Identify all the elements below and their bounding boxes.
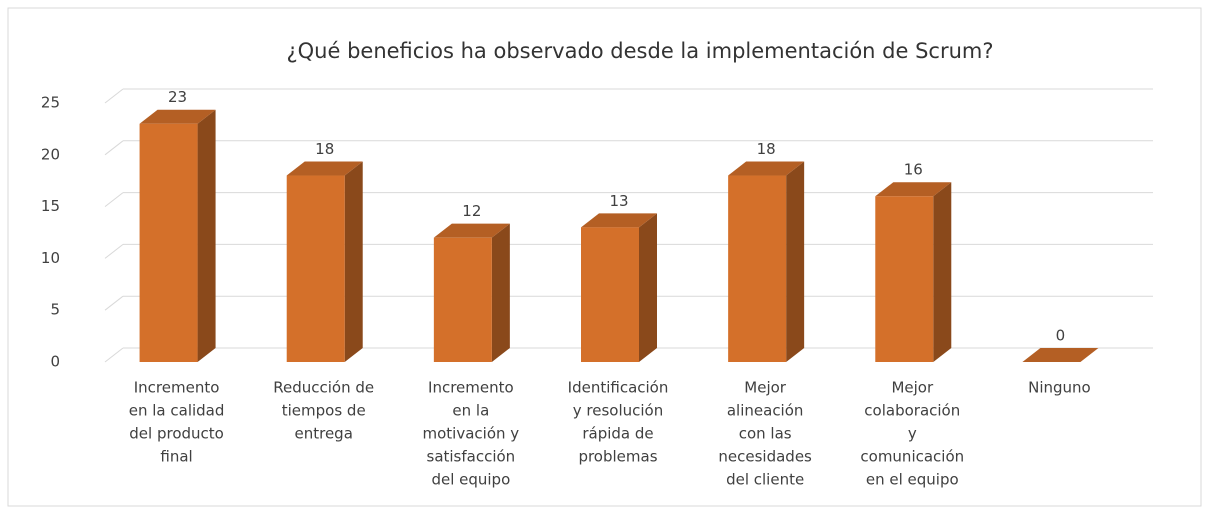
x-tick-label: entrega <box>295 425 353 443</box>
bar <box>139 123 198 362</box>
grid-line <box>104 244 124 259</box>
bar-side <box>786 161 805 362</box>
x-tick-label: y <box>908 425 917 443</box>
x-tick-label: del producto <box>129 425 224 443</box>
y-tick-label: 15 <box>41 197 60 215</box>
bar-top <box>728 161 805 176</box>
bar-top <box>139 109 216 124</box>
y-tick-label: 20 <box>41 145 60 163</box>
bar-top <box>1022 348 1099 362</box>
data-label: 18 <box>757 140 776 158</box>
data-label: 23 <box>168 88 187 106</box>
bar-side <box>344 161 363 362</box>
x-tick-label: necesidades <box>718 448 812 466</box>
x-tick-label: Reducción de <box>273 379 374 397</box>
x-tick-label: del cliente <box>726 471 804 489</box>
x-tick-label: problemas <box>578 448 657 466</box>
x-tick-label: satisfacción <box>427 448 516 466</box>
bar-top <box>433 223 510 238</box>
x-tick-label: Ninguno <box>1028 379 1091 397</box>
x-tick-label: Identificación <box>568 379 669 397</box>
bar <box>875 196 934 362</box>
x-tick-label: en la calidad <box>129 402 225 420</box>
grid-line <box>104 347 124 363</box>
bar <box>433 237 492 362</box>
data-label: 16 <box>904 161 923 179</box>
grid-line <box>104 192 124 207</box>
x-tick-label: motivación y <box>423 425 520 443</box>
x-tick-label: y resolución <box>573 402 663 420</box>
x-tick-label: Incremento <box>134 379 220 397</box>
x-tick-label: final <box>160 448 192 466</box>
x-tick-label: rápida de <box>582 425 653 443</box>
bar-side <box>197 109 216 362</box>
y-tick-label: 10 <box>41 249 60 267</box>
y-tick-label: 0 <box>50 353 60 371</box>
x-tick-label: del equipo <box>431 471 510 489</box>
data-label: 18 <box>315 140 334 158</box>
bar <box>581 227 639 362</box>
data-label: 0 <box>1056 327 1066 345</box>
x-tick-label: comunicación <box>860 448 964 466</box>
bar-side <box>639 213 657 362</box>
x-tick-label: Mejor <box>744 379 787 397</box>
data-label: 12 <box>462 202 481 220</box>
bar-top <box>286 161 363 176</box>
x-tick-label: colaboración <box>864 402 960 420</box>
x-tick-label: Mejor <box>891 379 934 397</box>
bar-side <box>491 223 510 362</box>
x-tick-label: en la <box>452 402 489 420</box>
bar-top <box>875 182 952 197</box>
grid-line <box>104 140 124 156</box>
x-tick-label: tiempos de <box>282 402 366 420</box>
x-tick-label: en el equipo <box>866 471 959 489</box>
y-tick-label: 5 <box>50 301 60 319</box>
chart-title: ¿Qué beneficios ha observado desde la im… <box>286 39 993 63</box>
bar <box>728 175 787 362</box>
y-tick-label: 25 <box>41 94 60 112</box>
data-label: 13 <box>609 192 628 210</box>
bar-side <box>933 182 952 362</box>
bar <box>286 175 345 362</box>
x-tick-label: alineación <box>727 402 804 420</box>
grid-line <box>104 295 124 311</box>
x-tick-label: Incremento <box>428 379 514 397</box>
x-tick-label: con las <box>739 425 792 443</box>
bar-top <box>581 213 657 228</box>
grid-line <box>104 88 124 104</box>
